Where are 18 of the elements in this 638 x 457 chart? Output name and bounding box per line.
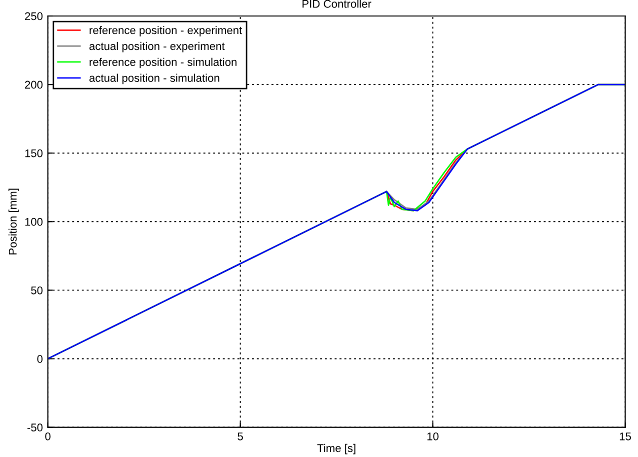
y-tick-label: 50	[31, 286, 43, 294]
y-tick-label: -50	[27, 424, 43, 432]
y-tick-label: 200	[25, 80, 43, 89]
y-tick-label: 150	[25, 149, 43, 158]
x-tick-label: 5	[238, 432, 243, 440]
y-axis-title: Position [mm]	[8, 188, 19, 254]
y-tick-label: 0	[37, 355, 43, 363]
y-tick-label: 250	[25, 12, 43, 20]
x-tick-label: 0	[45, 432, 51, 440]
x-axis-title: Time [s]	[317, 444, 356, 454]
chart-title: PID Controller	[302, 0, 372, 8]
x-tick-label: 15	[620, 432, 631, 440]
legend-label: reference position - simulation	[90, 58, 236, 68]
legend-label: actual position - simulation	[89, 74, 220, 84]
y-tick-label: 100	[25, 218, 43, 226]
legend-label: reference position - experiment	[90, 26, 242, 36]
legend-label: actual position - experiment	[89, 42, 225, 52]
x-tick-label: 10	[427, 432, 439, 440]
